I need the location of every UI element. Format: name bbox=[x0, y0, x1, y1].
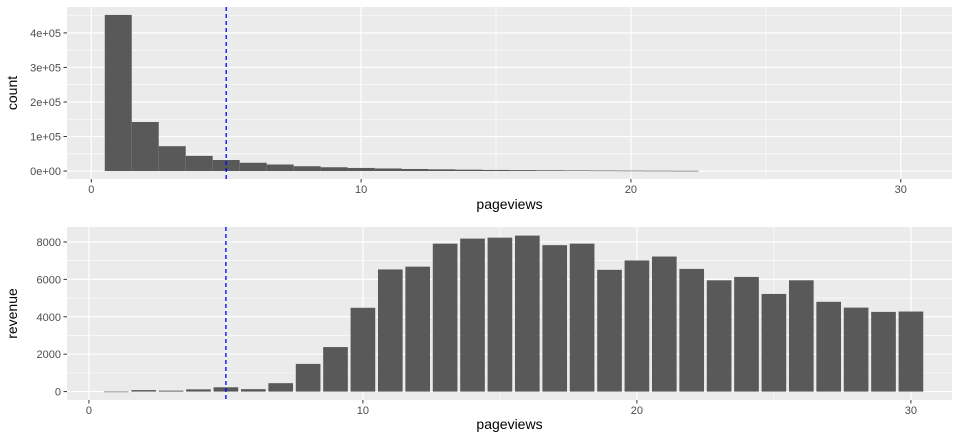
y-tick-label: 3e+05 bbox=[30, 62, 61, 74]
bar bbox=[644, 170, 672, 172]
bar bbox=[514, 235, 540, 392]
y-tick-label: 0 bbox=[55, 387, 61, 399]
bar bbox=[104, 14, 132, 172]
bar bbox=[536, 170, 564, 172]
bar bbox=[347, 167, 375, 172]
bar bbox=[590, 170, 618, 172]
bar bbox=[377, 269, 403, 392]
x-tick-label: 0 bbox=[86, 405, 92, 417]
bar bbox=[212, 160, 240, 172]
y-tick-label: 1e+05 bbox=[30, 132, 61, 144]
bar bbox=[482, 169, 510, 172]
bar bbox=[185, 155, 213, 172]
bar bbox=[103, 391, 129, 393]
bar bbox=[788, 280, 814, 392]
bar bbox=[158, 390, 184, 392]
bar bbox=[679, 268, 705, 392]
bar bbox=[597, 269, 622, 392]
y-tick-label: 2e+05 bbox=[30, 97, 61, 109]
bar bbox=[432, 243, 458, 392]
bar bbox=[293, 166, 321, 172]
bar bbox=[563, 170, 591, 172]
x-tick-label: 30 bbox=[895, 184, 907, 196]
bar bbox=[706, 280, 732, 392]
y-axis-title: revenue bbox=[4, 288, 20, 339]
bar bbox=[401, 168, 429, 172]
bar bbox=[374, 168, 402, 172]
bar bbox=[428, 169, 456, 172]
bar bbox=[350, 307, 376, 392]
bar bbox=[131, 122, 159, 172]
bar bbox=[871, 311, 896, 392]
bar bbox=[624, 260, 650, 392]
bar bbox=[569, 243, 595, 392]
bar bbox=[158, 146, 186, 172]
bar bbox=[651, 256, 677, 392]
y-tick-label: 2000 bbox=[37, 349, 61, 361]
bar bbox=[671, 170, 699, 172]
y-tick-label: 0e+00 bbox=[30, 166, 61, 178]
y-tick-label: 4e+05 bbox=[30, 28, 61, 40]
panel-background bbox=[67, 7, 952, 179]
bar bbox=[186, 389, 211, 392]
y-tick-label: 4000 bbox=[37, 312, 61, 324]
bar bbox=[460, 238, 485, 392]
bar bbox=[268, 383, 294, 392]
x-tick-label: 20 bbox=[631, 405, 643, 417]
y-tick-label: 8000 bbox=[37, 237, 61, 249]
bar bbox=[239, 162, 267, 172]
bar bbox=[455, 169, 483, 172]
bar bbox=[323, 347, 348, 392]
x-tick-label: 10 bbox=[357, 405, 369, 417]
chart-panel-2: 0 10 20 30 0 2000 4000 6000 8000 pageviews revenue bbox=[4, 227, 952, 432]
bar bbox=[898, 311, 924, 392]
bar bbox=[295, 363, 321, 392]
bar bbox=[816, 301, 842, 392]
chart-panel-1: 0 10 20 30 0e+00 1e+05 2e+05 3e+05 4e+05 pageview… bbox=[4, 7, 952, 212]
bar bbox=[487, 237, 513, 392]
bar bbox=[761, 293, 787, 392]
x-tick-label: 10 bbox=[355, 184, 367, 196]
x-tick-label: 30 bbox=[905, 405, 917, 417]
x-axis-title: pageviews bbox=[476, 196, 542, 212]
y-axis-title: count bbox=[4, 76, 20, 110]
x-axis-title: pageviews bbox=[476, 416, 542, 432]
x-tick-label: 0 bbox=[88, 184, 94, 196]
bar bbox=[509, 170, 537, 172]
bar bbox=[405, 266, 431, 392]
bar bbox=[320, 167, 348, 172]
bar bbox=[266, 164, 294, 172]
y-tick-label: 6000 bbox=[37, 274, 61, 286]
bar bbox=[240, 389, 266, 392]
bar bbox=[734, 276, 759, 392]
x-tick-label: 20 bbox=[625, 184, 637, 196]
bar bbox=[617, 170, 645, 172]
bar bbox=[131, 390, 157, 392]
bar bbox=[843, 307, 869, 392]
bar bbox=[542, 245, 568, 392]
